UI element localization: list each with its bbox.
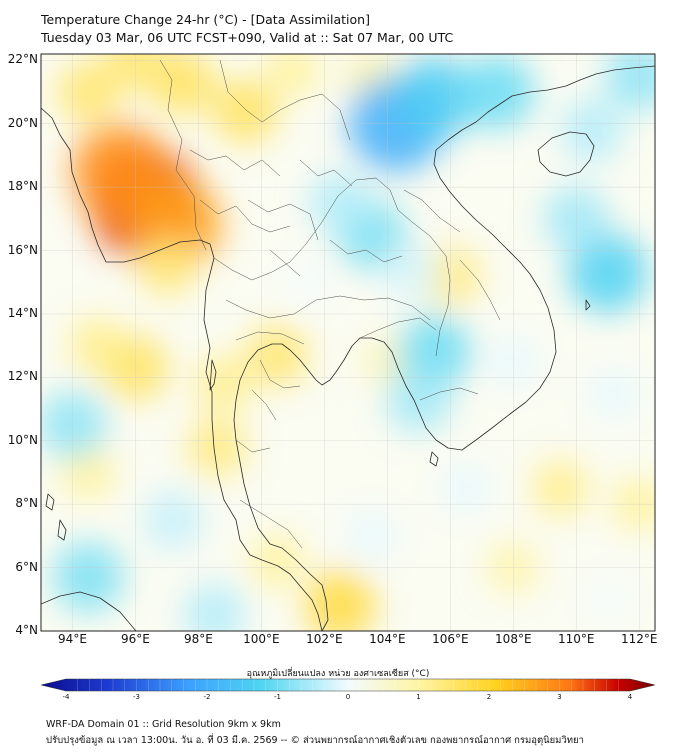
anomaly-blob-14 xyxy=(304,570,376,631)
lat-label: 4°N xyxy=(15,623,38,637)
anomaly-blob-3 xyxy=(150,54,216,116)
anomaly-blob-25 xyxy=(460,55,535,129)
anomaly-blob-18 xyxy=(532,459,589,517)
anomaly-blob-9 xyxy=(245,323,309,387)
colorbar-tick-label: -1 xyxy=(274,693,281,701)
coast-andaman-1 xyxy=(209,359,217,391)
anomaly-blob-26 xyxy=(568,233,648,313)
coast-gulf-thailand xyxy=(233,65,655,631)
anomaly-blob-10 xyxy=(195,355,253,413)
coast-hainan xyxy=(537,131,595,177)
lon-label: 96°E xyxy=(121,632,150,646)
colorbar-tick-label: -4 xyxy=(62,693,70,701)
colorbar-tick-label: 2 xyxy=(486,693,492,701)
anomaly-blob-6 xyxy=(57,60,120,124)
anomaly-blob-36 xyxy=(52,541,124,613)
lat-label: 14°N xyxy=(7,305,38,320)
lon-label: 104°E xyxy=(369,632,406,646)
colorbar-tick-label: -2 xyxy=(203,693,211,701)
lon-label: 98°E xyxy=(183,632,213,646)
lat-label: 18°N xyxy=(7,179,38,194)
anomaly-blob-29 xyxy=(605,54,655,111)
anomaly-blob-24 xyxy=(393,57,476,140)
lon-label: 94°E xyxy=(58,632,87,646)
anomaly-blob-12 xyxy=(69,317,127,375)
lon-label: 112°E xyxy=(621,632,658,646)
lon-label: 102°E xyxy=(306,632,343,646)
coast-mainland xyxy=(41,107,323,631)
lat-label: 8°N xyxy=(15,496,38,511)
colorbar-tick-label: 3 xyxy=(557,693,562,701)
colorbar-tick-label: 1 xyxy=(416,693,421,701)
map-subtitle: Tuesday 03 Mar, 06 UTC FCST+090, Valid a… xyxy=(41,30,454,45)
coast-sumatra xyxy=(41,591,137,631)
anomaly-blob-42 xyxy=(439,461,494,516)
anomaly-blob-32 xyxy=(384,244,441,302)
admin-borders xyxy=(159,59,501,549)
anomaly-blob-21 xyxy=(265,54,320,97)
coast-andaman-2 xyxy=(45,493,55,511)
lon-label: 106°E xyxy=(432,632,469,646)
footer-credit: ปรับปรุงข้อมูล ณ เวลา 13:00น. วัน อ. ที่… xyxy=(46,735,584,746)
colorbar-segments xyxy=(77,679,619,691)
colorbar-label: อุณหภูมิเปลี่ยนแปลง หน่วย องศาเซลเซียส (… xyxy=(246,669,430,679)
footer-model-info: WRF-DA Domain 01 :: Grid Resolution 9km … xyxy=(46,719,281,730)
map-title: Temperature Change 24-hr (°C) - [Data As… xyxy=(41,12,370,27)
plot-frame xyxy=(40,53,656,632)
anomaly-blob-34 xyxy=(386,366,452,433)
coast-paracel xyxy=(585,299,591,311)
anomaly-blob-11 xyxy=(187,417,248,477)
coastlines xyxy=(41,65,655,631)
anomaly-blob-15 xyxy=(250,534,305,589)
lat-label: 22°N xyxy=(7,52,38,67)
anomaly-blob-4 xyxy=(213,78,279,144)
lat-label: 12°N xyxy=(7,369,38,384)
lon-label: 110°E xyxy=(558,632,595,646)
lat-label: 6°N xyxy=(15,559,38,574)
lon-label: 100°E xyxy=(243,632,280,646)
anomaly-blob-31 xyxy=(308,171,372,235)
coast-phu-quoc xyxy=(429,451,439,467)
anomaly-blob-37 xyxy=(143,490,204,550)
colorbar-tick-label: -3 xyxy=(133,693,140,701)
lon-label: 108°E xyxy=(495,632,532,646)
lat-label: 16°N xyxy=(7,242,38,257)
anomaly-blob-39 xyxy=(344,508,399,563)
anomaly-blob-43 xyxy=(587,366,642,421)
anomaly-blob-35 xyxy=(41,390,107,459)
lat-label: 20°N xyxy=(7,115,38,130)
anomaly-blob-13 xyxy=(61,445,116,500)
anomaly-blob-7 xyxy=(137,236,197,297)
anomaly-blob-40 xyxy=(283,256,335,308)
colorbar xyxy=(40,678,656,692)
coast-andaman-3 xyxy=(57,519,67,541)
graticule xyxy=(41,54,655,631)
lat-label: 10°N xyxy=(7,432,38,447)
colorbar-tick-label: 0 xyxy=(345,693,351,701)
anomaly-blob-44 xyxy=(582,573,634,625)
colorbar-tick-label: 4 xyxy=(627,693,633,701)
